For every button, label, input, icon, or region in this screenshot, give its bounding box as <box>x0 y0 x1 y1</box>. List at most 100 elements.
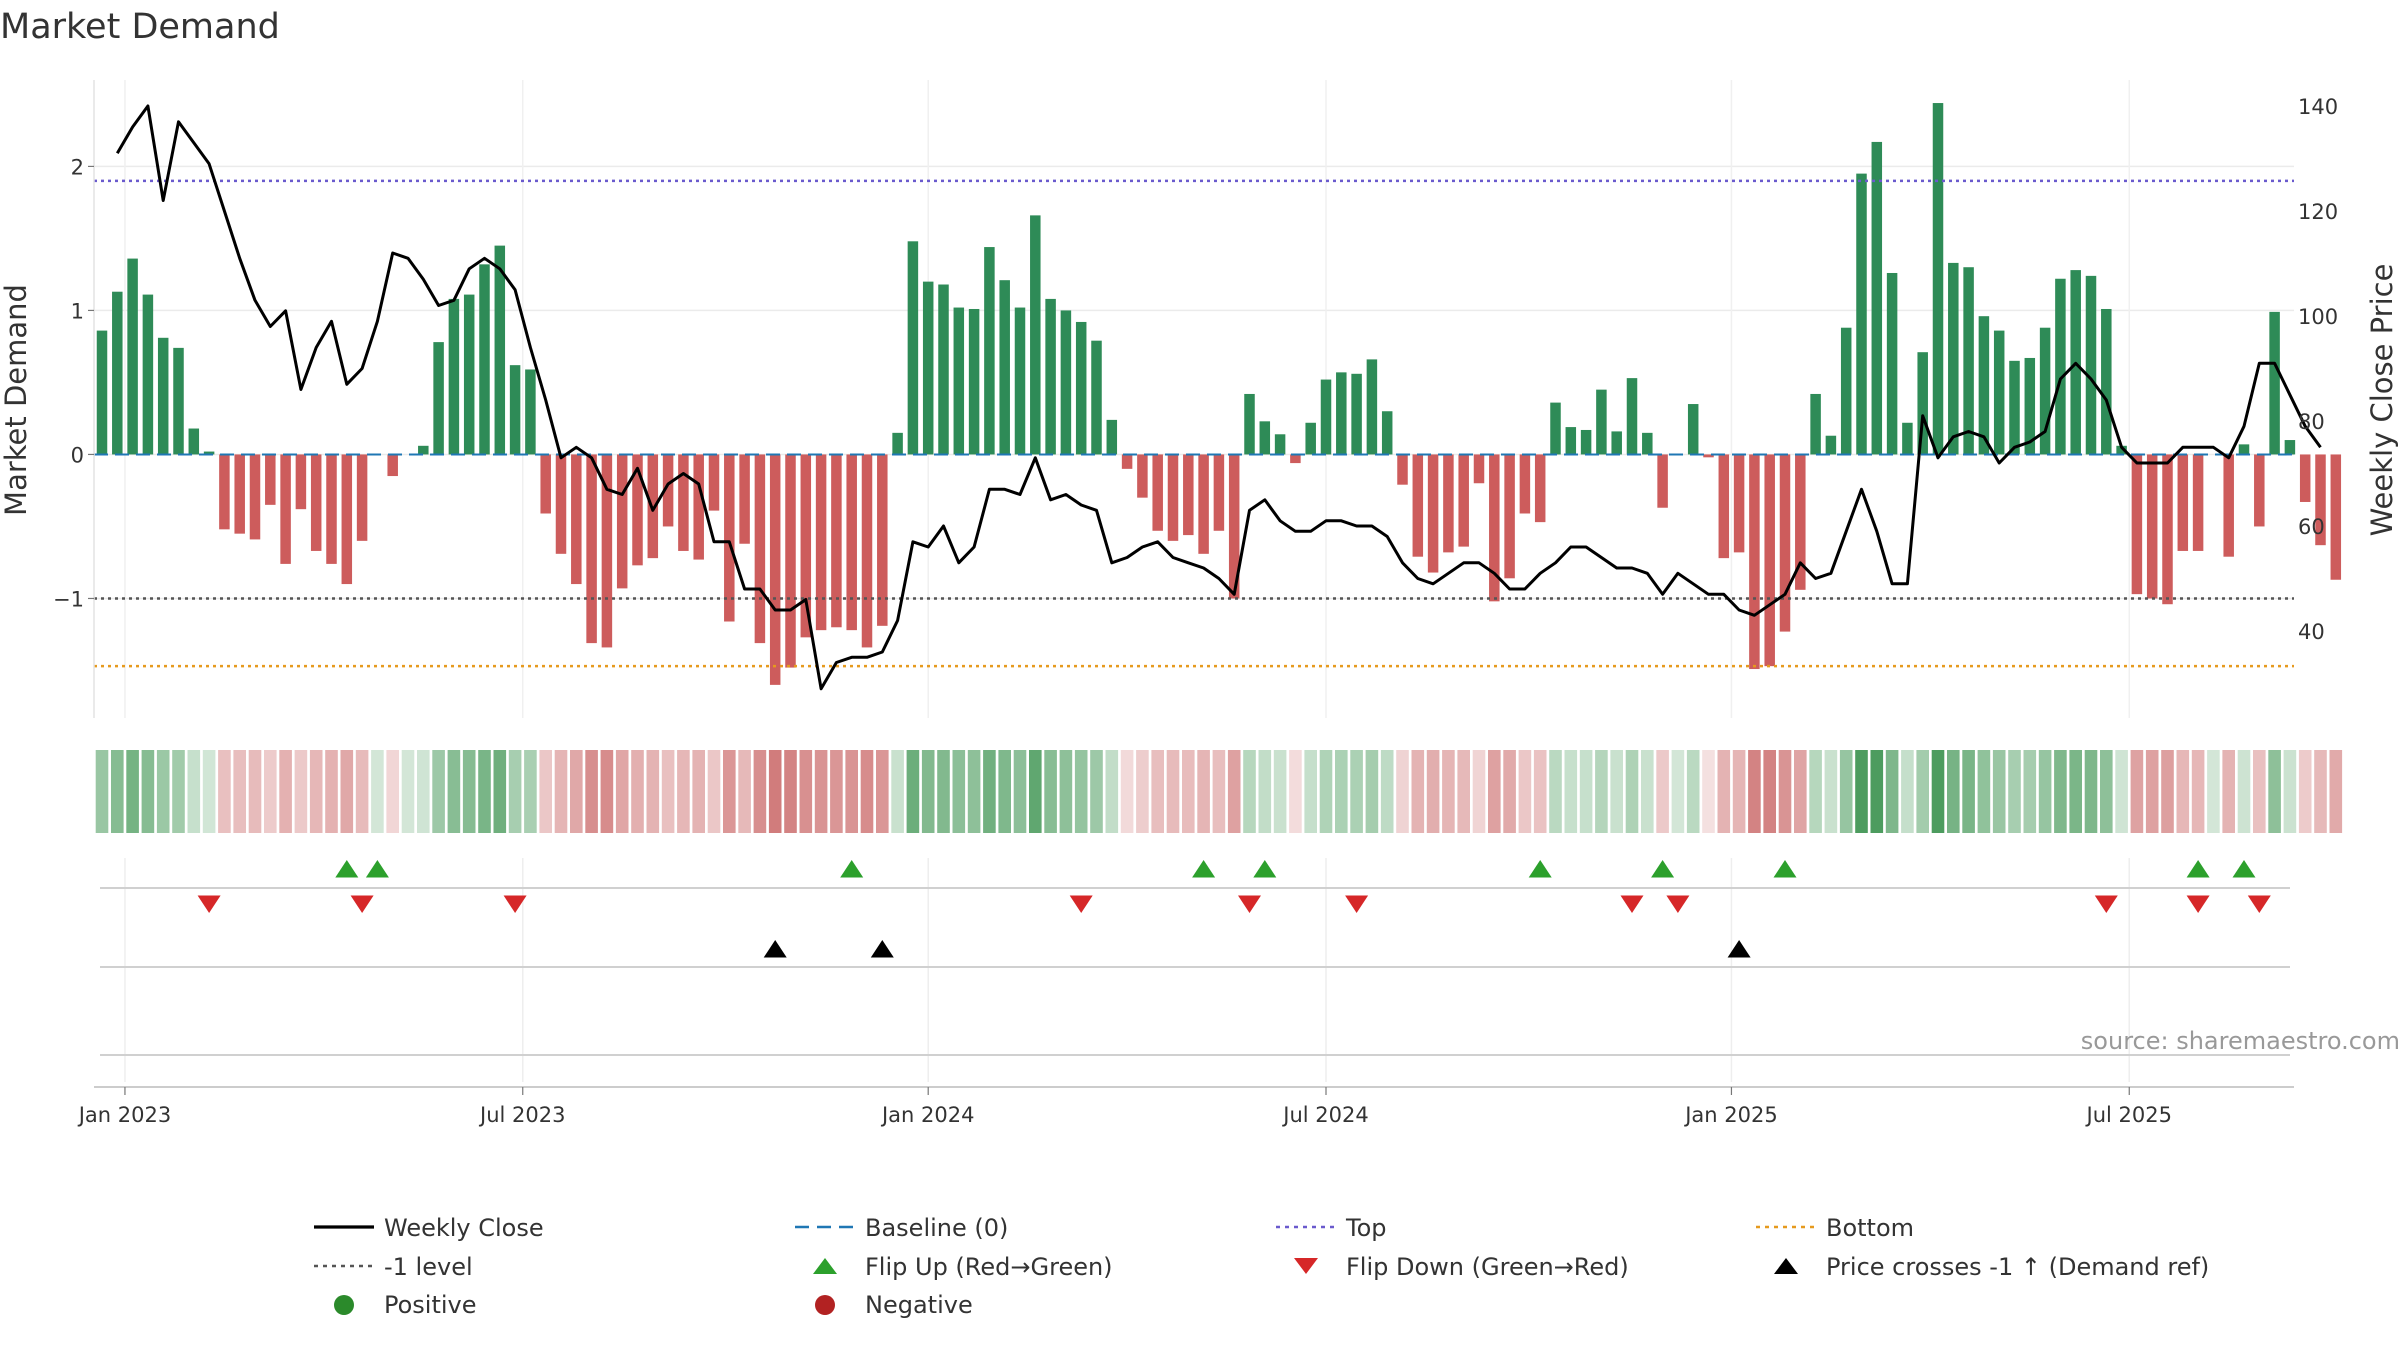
heat-cell <box>2008 750 2021 833</box>
positive-bar <box>1550 402 1561 455</box>
positive-bar <box>1596 389 1607 455</box>
negative-bar <box>2146 454 2158 599</box>
legend-triangle-up-icon <box>1774 1258 1798 1274</box>
heat-cell <box>2054 750 2067 833</box>
positive-bar <box>938 284 949 455</box>
positive-bar <box>1366 359 1378 455</box>
negative-bar <box>1397 454 1408 485</box>
negative-bar <box>754 454 766 644</box>
heat-cell <box>1579 750 1593 833</box>
legend-item: Baseline (0) <box>795 1214 1008 1242</box>
positive-bar <box>1336 372 1347 455</box>
heat-cell <box>1365 750 1379 833</box>
y-tick-label: 0 <box>71 443 84 467</box>
negative-bar <box>693 454 704 560</box>
heat-cell <box>1763 750 1776 833</box>
flip-up-marker <box>840 860 864 878</box>
heat-cell <box>1013 750 1027 833</box>
heat-cell <box>1319 750 1333 833</box>
negative-bar <box>1718 454 1730 559</box>
heat-cell <box>2100 750 2113 833</box>
negative-bar <box>265 454 276 505</box>
heat-cell <box>2253 750 2266 833</box>
heat-cell <box>799 750 813 833</box>
heat-cell <box>1105 750 1119 833</box>
heat-cell <box>156 750 170 833</box>
heat-cell <box>340 750 354 833</box>
heat-cell <box>1136 750 1149 833</box>
negative-bar <box>1427 454 1439 573</box>
heat-cell <box>600 750 614 833</box>
negative-bar <box>1657 454 1668 508</box>
x-tick-label: Jan 2024 <box>880 1103 975 1127</box>
heat-cell <box>1549 750 1562 833</box>
heat-cell <box>1273 750 1287 833</box>
positive-bar <box>1305 422 1316 455</box>
heat-cell <box>233 750 246 833</box>
heat-cell <box>1595 750 1608 833</box>
negative-bar <box>1412 454 1424 557</box>
positive-bar <box>448 298 460 455</box>
heat-cell <box>1839 750 1853 833</box>
demand-heat-strip <box>95 750 2343 833</box>
flip-down-marker <box>1238 895 1261 913</box>
positive-bar <box>494 245 506 455</box>
heat-cell <box>554 750 568 833</box>
heat-cell <box>2176 750 2190 833</box>
negative-bar <box>219 454 230 530</box>
legend-item: Price crosses -1 ↑ (Demand ref) <box>1774 1253 2209 1281</box>
heat-cell <box>1442 750 1455 833</box>
negative-bar <box>1167 454 1179 541</box>
negative-bar <box>310 454 322 551</box>
positive-bar <box>1948 262 1959 455</box>
negative-bar <box>616 454 628 589</box>
flip-up-marker <box>1773 860 1797 878</box>
reference-lines <box>94 179 2294 668</box>
legend-label: Baseline (0) <box>865 1214 1008 1242</box>
heat-cell <box>493 750 507 833</box>
legend-circle-icon <box>815 1295 835 1315</box>
heat-cell <box>768 750 782 833</box>
flip-down-marker <box>197 895 221 913</box>
positive-bar <box>1030 215 1041 455</box>
positive-bar <box>1611 431 1622 455</box>
heat-cell <box>2115 750 2128 833</box>
heat-cell <box>1717 750 1731 833</box>
legend: Weekly Close Baseline (0) Top Bottom -1 leve… <box>314 1214 2209 1319</box>
positive-bar <box>984 247 995 455</box>
source-credit: source: sharemaestro.com <box>2081 1027 2400 1055</box>
heat-cell <box>2268 750 2281 833</box>
legend-item: -1 level <box>314 1253 473 1281</box>
axis-layer: −1 0 1 2 40 60 80 100 120 140 <box>53 80 2338 718</box>
heat-cell <box>126 750 139 833</box>
heat-cell <box>524 750 537 833</box>
price-cross-marker <box>763 940 787 958</box>
positive-bar <box>96 330 108 455</box>
flip-down-marker <box>1620 895 1644 913</box>
legend-label: Negative <box>865 1291 973 1319</box>
heat-cell <box>1671 750 1685 833</box>
heat-cell <box>417 750 430 833</box>
negative-bar <box>1228 454 1240 599</box>
negative-bar <box>387 454 398 477</box>
positive-bar <box>173 347 184 455</box>
negative-bar <box>800 454 812 638</box>
heat-cell <box>1610 750 1623 833</box>
negative-bar <box>846 454 857 631</box>
positive-bar <box>188 428 200 455</box>
legend-label: Bottom <box>1826 1214 1914 1242</box>
negative-bar <box>708 454 720 511</box>
positive-bar <box>1825 435 1837 455</box>
flip-down-marker <box>1666 895 1690 913</box>
y2-tick-label: 60 <box>2298 515 2325 539</box>
flip-down-marker <box>350 895 374 913</box>
negative-bar <box>1213 454 1225 531</box>
heat-cell <box>432 750 445 833</box>
heat-cell <box>309 750 323 833</box>
heat-cell <box>1457 750 1470 833</box>
heat-cell <box>983 750 996 833</box>
heat-cell <box>753 750 767 833</box>
heat-cell <box>830 750 843 833</box>
negative-bar <box>678 454 689 551</box>
negative-bar <box>861 454 873 648</box>
